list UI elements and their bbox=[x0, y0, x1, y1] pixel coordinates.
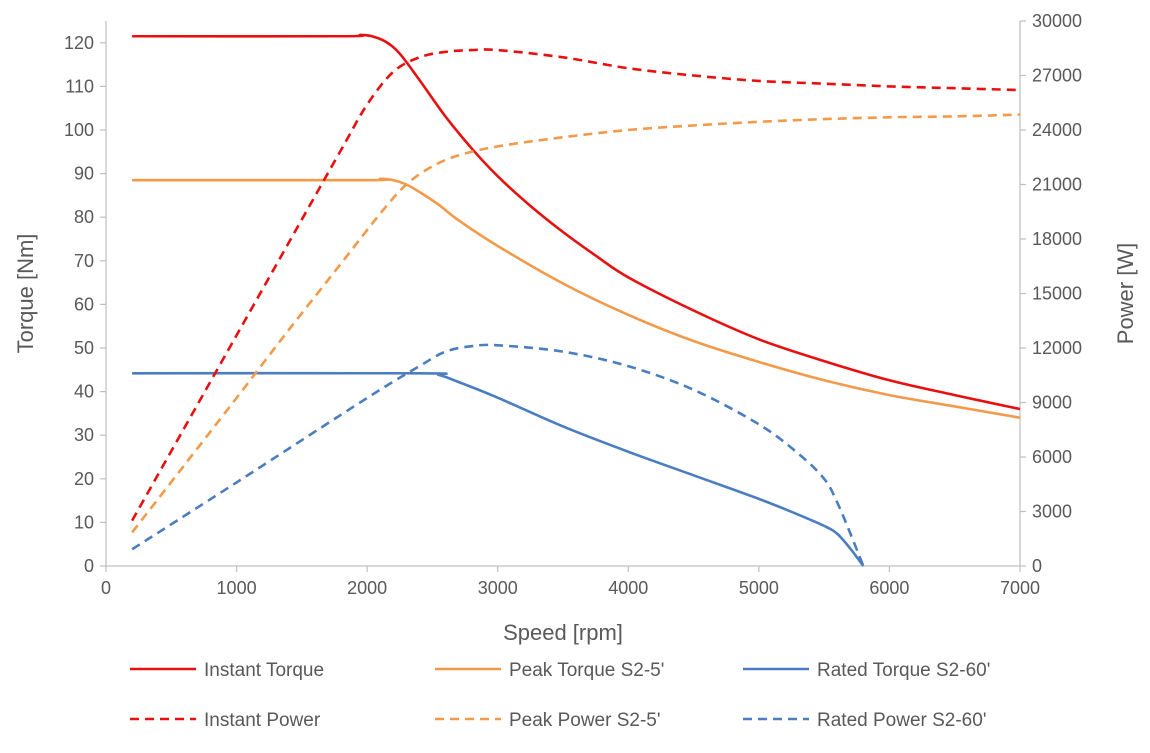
series-line-6 bbox=[131, 343, 865, 567]
y2-tick-label: 15000 bbox=[1032, 284, 1082, 304]
legend-label-5: Peak Power S2-5' bbox=[509, 710, 660, 731]
y2-tick-label: 0 bbox=[1032, 556, 1042, 576]
x-tick-label: 6000 bbox=[869, 578, 909, 598]
y-tick-label: 70 bbox=[74, 251, 94, 271]
x-axis-title: Speed [rpm] bbox=[503, 620, 623, 645]
x-tick-label: 5000 bbox=[739, 578, 779, 598]
legend-label-6: Rated Power S2-60' bbox=[817, 710, 986, 731]
legend: Instant Torque Peak Torque S2-5' Rated Tor… bbox=[130, 660, 990, 731]
y-tick-label: 60 bbox=[74, 294, 94, 314]
series-line-2 bbox=[132, 177, 1021, 420]
y-tick-label: 100 bbox=[64, 120, 94, 140]
y-tick-label: 0 bbox=[84, 556, 94, 576]
axes: 0 1000 2000 3000 4000 5000 6000 700001020304050… bbox=[64, 11, 1082, 598]
y2-tick-label: 21000 bbox=[1032, 175, 1082, 195]
y2-tick-label: 3000 bbox=[1032, 502, 1072, 522]
y-tick-label: 80 bbox=[74, 207, 94, 227]
y2-tick-label: 18000 bbox=[1032, 229, 1082, 249]
x-tick-label: 0 bbox=[101, 578, 111, 598]
legend-label-2: Peak Torque S2-5' bbox=[509, 660, 664, 681]
x-tick-label: 4000 bbox=[608, 578, 648, 598]
series-line-1 bbox=[132, 33, 1021, 411]
y2-tick-label: 27000 bbox=[1032, 66, 1082, 86]
y2-tick-label: 6000 bbox=[1032, 447, 1072, 467]
y2-tick-label: 30000 bbox=[1032, 11, 1082, 31]
y2-tick-label: 24000 bbox=[1032, 120, 1082, 140]
legend-label-1: Instant Torque bbox=[204, 660, 324, 681]
y-axis-title: Torque [Nm] bbox=[13, 234, 38, 354]
legend-label-3: Rated Torque S2-60' bbox=[817, 660, 990, 681]
y-tick-label: 40 bbox=[74, 382, 94, 402]
series-line-4 bbox=[130, 48, 1021, 522]
y-tick-label: 110 bbox=[65, 76, 94, 96]
y-tick-label: 50 bbox=[74, 338, 94, 358]
legend-label-4: Instant Power bbox=[204, 710, 321, 731]
x-tick-label: 7000 bbox=[1000, 578, 1040, 598]
y-tick-label: 90 bbox=[74, 164, 94, 184]
plot-lines bbox=[130, 33, 1021, 567]
y2-tick-label: 9000 bbox=[1032, 393, 1072, 413]
y-tick-label: 120 bbox=[64, 33, 94, 53]
y-tick-label: 30 bbox=[74, 425, 94, 445]
y2-axis-title: Power [W] bbox=[1113, 243, 1138, 344]
x-tick-label: 1000 bbox=[217, 578, 257, 598]
series-line-5 bbox=[131, 113, 1021, 534]
y-tick-label: 10 bbox=[74, 512, 94, 532]
x-tick-label: 2000 bbox=[347, 578, 387, 598]
series-line-3 bbox=[132, 371, 865, 567]
y2-tick-label: 12000 bbox=[1032, 338, 1082, 358]
x-tick-label: 3000 bbox=[478, 578, 518, 598]
y-tick-label: 20 bbox=[74, 469, 94, 489]
